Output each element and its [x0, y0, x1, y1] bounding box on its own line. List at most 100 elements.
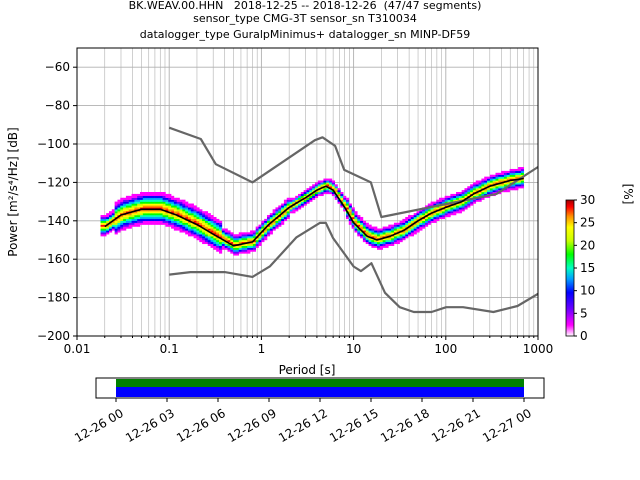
heatmap-cell [475, 199, 479, 202]
y-tick-label: −200 [37, 329, 70, 343]
heatmap-cell [379, 245, 383, 248]
heatmap-cell [202, 236, 206, 239]
heatmap-cell [447, 199, 451, 202]
heatmap-cell [142, 213, 146, 216]
heatmap-cell [348, 205, 352, 208]
heatmap-cell [379, 230, 383, 233]
heatmap-cell [193, 216, 197, 220]
heatmap-cell [100, 220, 104, 223]
heatmap-cell [142, 220, 146, 223]
heatmap-cell [196, 215, 200, 218]
heatmap-cell [156, 199, 161, 202]
heatmap-cell [326, 180, 330, 183]
x-tick-label: 1000 [523, 342, 554, 356]
heatmap-cell [481, 192, 485, 195]
heatmap-cell [154, 215, 158, 218]
heatmap-cell [427, 216, 431, 220]
heatmap-cell [238, 234, 242, 237]
heatmap-cell [309, 197, 313, 200]
heatmap-cell [173, 220, 178, 223]
heatmap-cell [230, 245, 234, 248]
heatmap-cell [140, 199, 144, 202]
heatmap-cell [317, 180, 321, 183]
heatmap-cell [283, 203, 288, 206]
heatmap-cell [399, 226, 403, 229]
heatmap-cell [385, 241, 389, 245]
heatmap-cell [345, 197, 350, 200]
heatmap-cell [444, 215, 448, 218]
heatmap-cell [278, 216, 282, 220]
heatmap-cell [467, 201, 471, 204]
heatmap-cell [185, 201, 189, 204]
heatmap-cell [207, 228, 211, 231]
nhnm-curve [168, 126, 538, 219]
heatmap-cell [512, 176, 516, 179]
heatmap-cell [179, 220, 183, 223]
heatmap-cell [142, 193, 146, 197]
heatmap-cell [498, 174, 502, 177]
heatmap-cell [329, 182, 333, 185]
heatmap-cell [210, 226, 214, 229]
heatmap-cell [168, 224, 172, 227]
heatmap-cell [269, 226, 273, 229]
heatmap-cell [227, 238, 231, 241]
heatmap-cell [354, 216, 358, 220]
heatmap-cell [520, 186, 525, 189]
heatmap-cell [114, 228, 118, 231]
heatmap-cell [264, 232, 268, 235]
heatmap-cell [179, 230, 183, 233]
heatmap-cell [472, 190, 477, 193]
heatmap-cell [145, 211, 149, 214]
heatmap-cell [487, 178, 491, 181]
heatmap-cell [131, 195, 135, 198]
heatmap-cell [492, 186, 496, 189]
heatmap-cell [419, 213, 423, 216]
heatmap-cell [281, 213, 285, 216]
heatmap-cell [106, 226, 110, 229]
heatmap-cell [368, 226, 372, 229]
heatmap-cell [193, 220, 197, 223]
heatmap-cell [289, 211, 293, 214]
heatmap-cell [216, 238, 220, 241]
heatmap-cell [159, 201, 163, 204]
heatmap-cell [193, 207, 197, 210]
heatmap-cell [424, 213, 429, 216]
heatmap-cell [134, 224, 138, 227]
heatmap-cell [137, 199, 141, 202]
heatmap-cell [156, 193, 161, 197]
heatmap-cell [185, 230, 189, 233]
heatmap-cell [123, 228, 127, 231]
heatmap-cell [484, 176, 488, 179]
heatmap-cell [475, 182, 479, 185]
heatmap-cell [433, 216, 437, 220]
heatmap-cell [224, 241, 228, 245]
heatmap-cell [393, 234, 398, 237]
heatmap-cell [162, 193, 166, 197]
heatmap-cell [345, 201, 350, 204]
heatmap-cell [156, 220, 161, 223]
heatmap-cell [377, 228, 381, 231]
heatmap-cell [210, 220, 214, 223]
heatmap-cell [498, 178, 502, 181]
heatmap-cell [478, 180, 482, 183]
heatmap-cell [337, 193, 341, 197]
heatmap-cell [512, 186, 516, 189]
heatmap-cell [173, 228, 178, 231]
heatmap-cell [213, 236, 217, 239]
heatmap-cell [441, 215, 446, 218]
heatmap-cell [329, 178, 333, 181]
heatmap-cell [379, 241, 383, 245]
heatmap-cell [334, 195, 338, 198]
heatmap-cell [148, 216, 152, 220]
heatmap-cell [131, 207, 135, 210]
coverage-bar-green [116, 379, 524, 387]
heatmap-cell [156, 192, 161, 195]
heatmap-cell [221, 228, 225, 231]
heatmap-cell [362, 222, 367, 225]
heatmap-cell [148, 203, 152, 206]
heatmap-cell [503, 178, 508, 181]
heatmap-cell [123, 205, 127, 208]
heatmap-cell [408, 218, 412, 221]
heatmap-cell [413, 232, 417, 235]
heatmap-cell [244, 236, 248, 239]
